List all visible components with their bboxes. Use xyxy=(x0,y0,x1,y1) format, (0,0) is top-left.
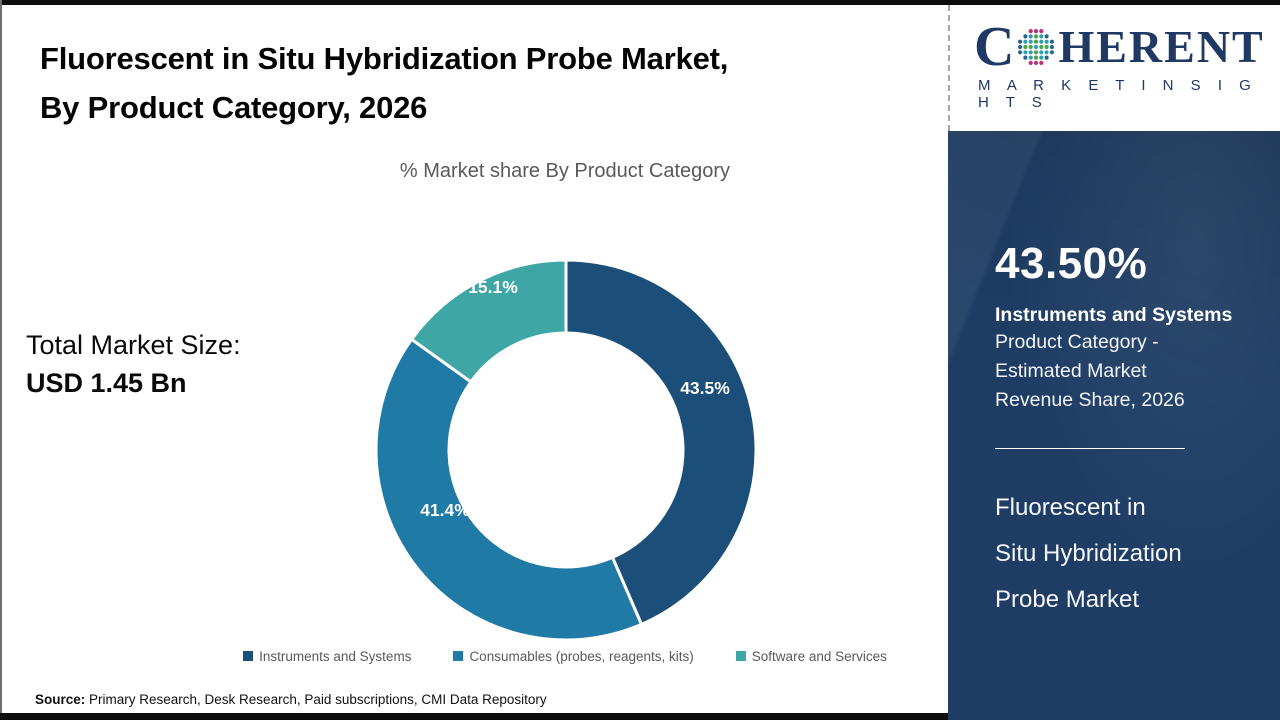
slice-data-label: 43.5% xyxy=(680,378,730,398)
side-panel: C HERENT M A R K E T I N S I G H T S 43.… xyxy=(948,0,1280,720)
legend-item: Instruments and Systems xyxy=(243,649,411,664)
legend-label: Software and Services xyxy=(751,648,887,664)
panel-divider-line xyxy=(995,448,1185,449)
share-desc-line: Estimated Market xyxy=(995,360,1147,382)
slice-data-label: 15.1% xyxy=(468,277,518,297)
market-name-line: Fluorescent in xyxy=(995,494,1146,521)
market-name-line: Situ Hybridization xyxy=(995,540,1182,567)
donut-slice xyxy=(374,337,643,642)
logo-subtitle: M A R K E T I N S I G H T S xyxy=(978,77,1258,111)
highlight-share-value: 43.50% xyxy=(995,239,1148,288)
highlight-share-category: Instruments and Systems xyxy=(995,304,1233,326)
donut-slice xyxy=(564,258,758,626)
chart-legend: Instruments and Systems Consumables (prob… xyxy=(180,646,950,666)
top-border-bar xyxy=(0,0,1280,5)
chart-title: % Market share By Product Category xyxy=(399,160,731,182)
legend-marker xyxy=(243,651,254,661)
panel-market-name: Fluorescent in Situ Hybridization Probe … xyxy=(995,485,1244,623)
highlight-share-description: Product Category - Estimated Market Reve… xyxy=(995,328,1244,415)
bottom-border-bar xyxy=(0,713,1280,720)
page-title-line2: By Product Category, 2026 xyxy=(40,90,428,125)
legend-item: Software and Services xyxy=(735,648,887,664)
total-market-size-label: Total Market Size: xyxy=(26,330,241,360)
legend-item: Consumables (probes, reagents, kits) xyxy=(453,648,694,664)
total-market-size-value: USD 1.45 Bn xyxy=(26,368,187,398)
donut-slice xyxy=(410,258,568,384)
share-desc-line: Revenue Share, 2026 xyxy=(995,389,1185,411)
donut-chart: 43.5% 41.4% 15.1% xyxy=(374,258,758,642)
left-border-line xyxy=(0,0,2,720)
brand-logo-wordmark: C HERENT xyxy=(974,19,1280,75)
source-label: Source: xyxy=(35,692,86,707)
logo-word-rest: HERENT xyxy=(1058,21,1265,72)
share-desc-line: Product Category - xyxy=(995,331,1159,353)
legend-label: Instruments and Systems xyxy=(259,648,412,664)
page-title: Fluorescent in Situ Hybridization Probe … xyxy=(40,34,920,132)
legend-label: Consumables (probes, reagents, kits) xyxy=(469,648,694,664)
logo-letter-c: C xyxy=(974,16,1015,78)
source-text: Primary Research, Desk Research, Paid su… xyxy=(85,692,547,707)
page-title-line1: Fluorescent in Situ Hybridization Probe … xyxy=(40,41,729,76)
slice-data-label: 41.4% xyxy=(420,500,470,520)
side-panel-body: 43.50% Instruments and Systems Product C… xyxy=(948,131,1280,720)
brand-logo: C HERENT M A R K E T I N S I G H T S xyxy=(948,5,1280,131)
total-market-size: Total Market Size: USD 1.45 Bn xyxy=(26,326,241,402)
legend-marker xyxy=(453,651,464,661)
dotted-globe-icon xyxy=(1018,29,1055,65)
source-line: Source: Primary Research, Desk Research,… xyxy=(35,692,547,707)
market-name-line: Probe Market xyxy=(995,586,1140,613)
legend-marker xyxy=(735,651,746,661)
